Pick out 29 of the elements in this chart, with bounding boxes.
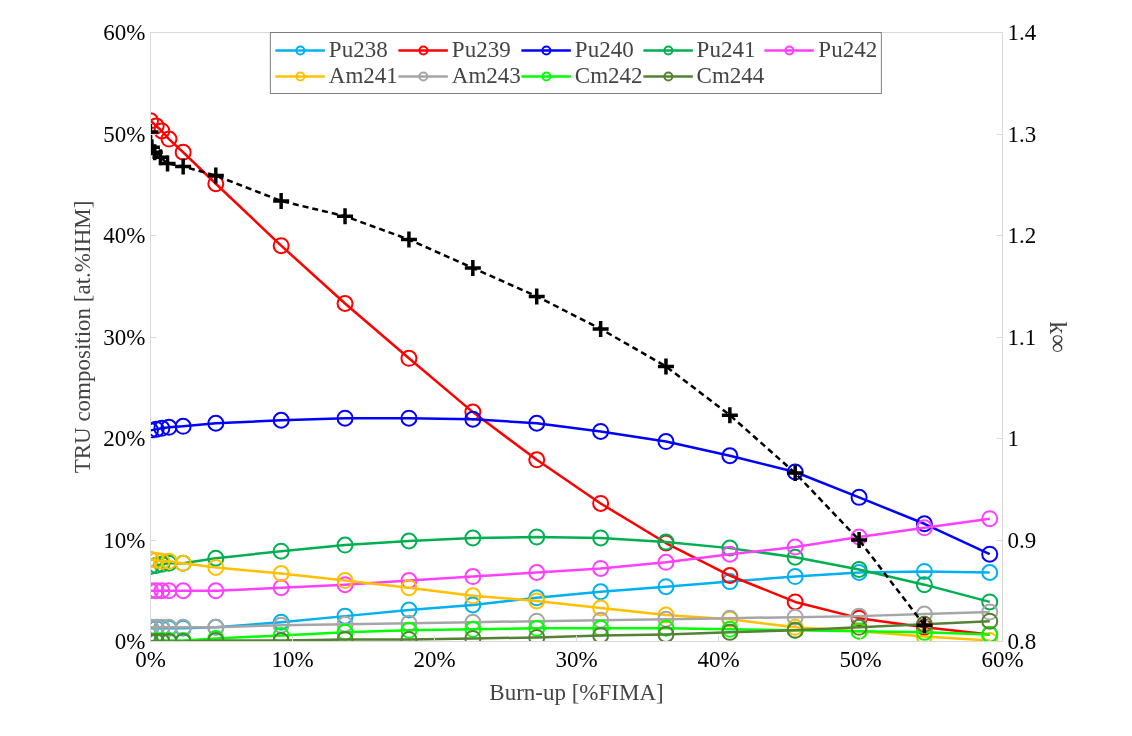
y2-tick-label: 1.4 [1007,20,1037,45]
x-tick-label: 20% [413,646,456,672]
y2-tick-label: 1.1 [1007,324,1037,350]
legend-label: Pu238 [328,37,388,63]
x-tick-label: 40% [697,646,740,672]
legend-label: Pu242 [818,37,878,63]
y2-tick-label: 1.3 [1007,121,1037,147]
x-axis-title: Burn-up [%FIMA] [489,679,664,705]
y-tick-label: 60% [103,20,146,45]
legend-label: Cm242 [574,63,643,89]
legend-label: Pu240 [574,37,634,63]
y-tick-label: 50% [103,121,146,147]
legend-label: Pu239 [451,37,511,63]
x-tick-label: 30% [555,646,598,672]
y2-axis-title: k∞ [1044,321,1074,353]
y2-tick-label: 0.9 [1007,527,1037,553]
y-axis-title: TRU composition [at.%IHM] [70,200,96,474]
legend-label: Am241 [328,63,398,89]
y2-tick-label: 1 [1007,426,1019,451]
y-tick-label: 20% [103,426,146,451]
legend-label: Am243 [451,63,521,89]
legend-label: Pu241 [696,37,756,63]
y-tick-label: 40% [103,223,146,248]
y-tick-label: 30% [103,324,146,350]
y2-tick-label: 1.2 [1007,223,1037,248]
x-tick-label: 10% [271,646,314,672]
x-tick-label: 50% [839,646,882,672]
legend-label: Cm244 [696,63,765,89]
y-tick-label: 10% [103,527,146,553]
